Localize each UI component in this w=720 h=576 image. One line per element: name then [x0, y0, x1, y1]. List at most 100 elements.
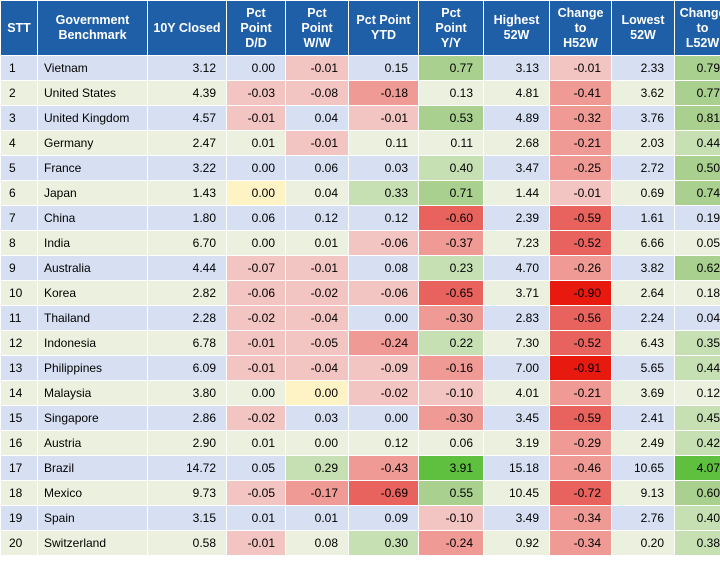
- cell-stt: 3: [0, 105, 38, 131]
- cell-ww: 0.06: [285, 155, 349, 181]
- cell-yy: -0.37: [418, 230, 484, 256]
- cell-lowest-52w: 2.64: [611, 280, 675, 306]
- cell-change-h52w: -0.52: [549, 230, 612, 256]
- cell-dd: 0.00: [226, 155, 286, 181]
- table-row: 3 United Kingdom 4.57 -0.01 0.04 -0.01 0.53 4.8…: [0, 105, 720, 131]
- cell-benchmark: Brazil: [37, 455, 148, 481]
- cell-ww: 0.29: [285, 455, 349, 481]
- cell-10y-closed: 6.09: [147, 355, 227, 381]
- table-row: 11 Thailand 2.28 -0.02 -0.04 0.00 -0.30 2.83 -0.…: [0, 305, 720, 331]
- cell-change-l52w: 0.40: [674, 505, 720, 531]
- cell-yy: 0.23: [418, 255, 484, 281]
- cell-stt: 9: [0, 255, 38, 281]
- cell-change-h52w: -0.34: [549, 505, 612, 531]
- cell-highest-52w: 1.44: [483, 180, 550, 206]
- cell-yy: 3.91: [418, 455, 484, 481]
- cell-lowest-52w: 10.65: [611, 455, 675, 481]
- cell-benchmark: Australia: [37, 255, 148, 281]
- cell-ytd: -0.09: [348, 355, 419, 381]
- cell-stt: 10: [0, 280, 38, 306]
- cell-ytd: -0.06: [348, 280, 419, 306]
- cell-change-l52w: 0.79: [674, 55, 720, 81]
- cell-benchmark: Austria: [37, 430, 148, 456]
- cell-highest-52w: 3.71: [483, 280, 550, 306]
- cell-change-l52w: 0.04: [674, 305, 720, 331]
- cell-lowest-52w: 5.65: [611, 355, 675, 381]
- cell-ytd: 0.15: [348, 55, 419, 81]
- cell-dd: -0.06: [226, 280, 286, 306]
- cell-ytd: -0.18: [348, 80, 419, 106]
- cell-lowest-52w: 9.13: [611, 480, 675, 506]
- cell-lowest-52w: 3.62: [611, 80, 675, 106]
- cell-benchmark: Malaysia: [37, 380, 148, 406]
- cell-benchmark: Thailand: [37, 305, 148, 331]
- column-header-10y-closed: 10Y Closed: [147, 0, 227, 56]
- cell-dd: -0.02: [226, 405, 286, 431]
- cell-ww: 0.01: [285, 505, 349, 531]
- cell-highest-52w: 7.30: [483, 330, 550, 356]
- column-header-lowest-52w: Lowest 52W: [611, 0, 675, 56]
- cell-dd: -0.01: [226, 530, 286, 556]
- cell-10y-closed: 4.57: [147, 105, 227, 131]
- cell-stt: 6: [0, 180, 38, 206]
- cell-stt: 11: [0, 305, 38, 331]
- cell-ww: 0.00: [285, 380, 349, 406]
- table-row: 16 Austria 2.90 0.01 0.00 0.12 0.06 3.19 -0.29 2.…: [0, 430, 720, 456]
- cell-10y-closed: 2.82: [147, 280, 227, 306]
- cell-change-h52w: -0.01: [549, 180, 612, 206]
- cell-benchmark: Philippines: [37, 355, 148, 381]
- cell-ytd: 0.12: [348, 205, 419, 231]
- cell-change-l52w: 0.45: [674, 405, 720, 431]
- cell-stt: 18: [0, 480, 38, 506]
- cell-change-h52w: -0.32: [549, 105, 612, 131]
- cell-change-h52w: -0.72: [549, 480, 612, 506]
- cell-10y-closed: 3.15: [147, 505, 227, 531]
- cell-ytd: -0.69: [348, 480, 419, 506]
- cell-dd: 0.05: [226, 455, 286, 481]
- cell-stt: 15: [0, 405, 38, 431]
- cell-dd: -0.03: [226, 80, 286, 106]
- cell-highest-52w: 3.13: [483, 55, 550, 81]
- cell-highest-52w: 7.23: [483, 230, 550, 256]
- cell-highest-52w: 4.01: [483, 380, 550, 406]
- cell-yy: -0.30: [418, 405, 484, 431]
- cell-change-h52w: -0.21: [549, 130, 612, 156]
- cell-lowest-52w: 6.66: [611, 230, 675, 256]
- cell-yy: 0.11: [418, 130, 484, 156]
- cell-highest-52w: 2.68: [483, 130, 550, 156]
- cell-highest-52w: 10.45: [483, 480, 550, 506]
- table-body: 1 Vietnam 3.12 0.00 -0.01 0.15 0.77 3.13 -0.01 2.…: [0, 55, 720, 556]
- cell-yy: 0.06: [418, 430, 484, 456]
- column-header-highest-52w: Highest 52W: [483, 0, 550, 56]
- cell-ytd: -0.06: [348, 230, 419, 256]
- table-row: 9 Australia 4.44 -0.07 -0.01 0.08 0.23 4.70 -0.2…: [0, 255, 720, 281]
- table-row: 18 Mexico 9.73 -0.05 -0.17 -0.69 0.55 10.45 -0.7…: [0, 480, 720, 506]
- cell-change-h52w: -0.91: [549, 355, 612, 381]
- cell-10y-closed: 3.80: [147, 380, 227, 406]
- cell-change-l52w: 0.62: [674, 255, 720, 281]
- cell-stt: 14: [0, 380, 38, 406]
- cell-ytd: 0.12: [348, 430, 419, 456]
- cell-highest-52w: 3.47: [483, 155, 550, 181]
- cell-dd: -0.01: [226, 105, 286, 131]
- cell-change-l52w: 0.12: [674, 380, 720, 406]
- cell-dd: 0.00: [226, 55, 286, 81]
- cell-ytd: -0.43: [348, 455, 419, 481]
- cell-change-h52w: -0.90: [549, 280, 612, 306]
- cell-change-h52w: -0.56: [549, 305, 612, 331]
- cell-dd: 0.06: [226, 205, 286, 231]
- table-row: 19 Spain 3.15 0.01 0.01 0.09 -0.10 3.49 -0.34 2.7…: [0, 505, 720, 531]
- cell-change-l52w: 0.18: [674, 280, 720, 306]
- cell-yy: -0.10: [418, 505, 484, 531]
- cell-stt: 16: [0, 430, 38, 456]
- cell-lowest-52w: 2.03: [611, 130, 675, 156]
- cell-change-l52w: 0.77: [674, 80, 720, 106]
- cell-ww: 0.00: [285, 430, 349, 456]
- cell-ytd: -0.02: [348, 380, 419, 406]
- cell-stt: 12: [0, 330, 38, 356]
- cell-change-l52w: 0.60: [674, 480, 720, 506]
- cell-10y-closed: 0.58: [147, 530, 227, 556]
- column-header-benchmark: Government Benchmark: [37, 0, 148, 56]
- cell-change-l52w: 4.07: [674, 455, 720, 481]
- cell-yy: -0.24: [418, 530, 484, 556]
